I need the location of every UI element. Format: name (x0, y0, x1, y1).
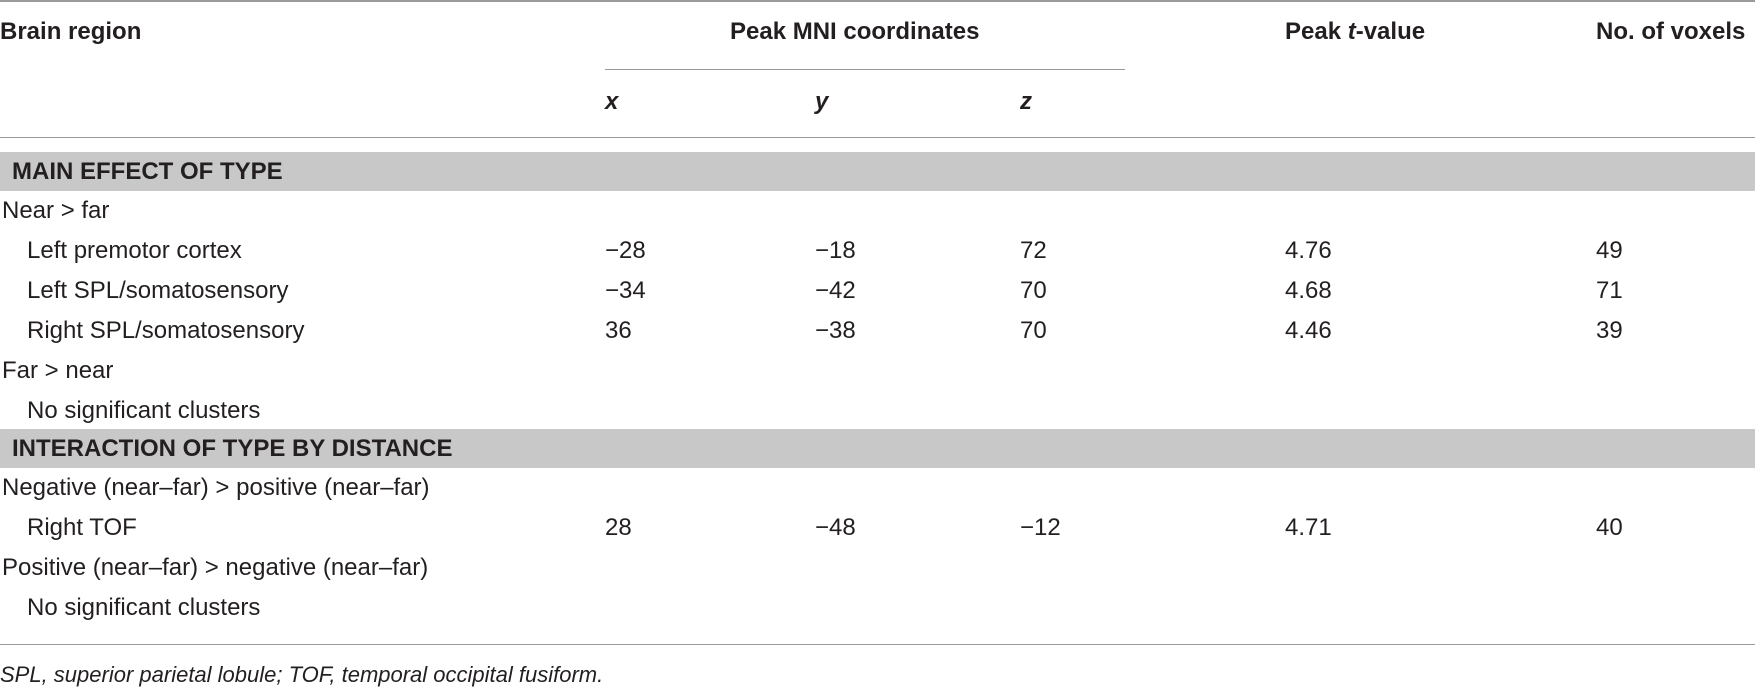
header-peak-mni: Peak MNI coordinates (730, 18, 980, 45)
cell-brain-region: Right TOF (27, 514, 137, 541)
table-row: Positive (near–far) > negative (near–far… (0, 548, 1755, 588)
table-row: No significant clusters (0, 588, 1755, 628)
table-row: Left SPL/somatosensory −34 −42 70 4.68 71 (0, 271, 1755, 311)
bottom-rule (0, 644, 1755, 645)
top-rule (0, 0, 1755, 2)
section-band: MAIN EFFECT OF TYPE (0, 152, 1755, 191)
cell-voxels: 49 (1596, 237, 1623, 264)
cell-z: 70 (1020, 317, 1047, 344)
cell-brain-region: No significant clusters (27, 594, 261, 621)
header-peak-t-prefix: Peak (1285, 18, 1348, 45)
cell-brain-region: Negative (near–far) > positive (near–far… (2, 474, 430, 501)
header-x: x (605, 88, 619, 115)
cell-brain-region: Left SPL/somatosensory (27, 277, 289, 304)
cell-voxels: 39 (1596, 317, 1623, 344)
cell-t-value: 4.46 (1285, 317, 1332, 344)
header-y: y (815, 88, 829, 115)
table-row: Right TOF 28 −48 −12 4.71 40 (0, 508, 1755, 548)
header-voxels: No. of voxels (1596, 18, 1746, 45)
cell-brain-region: Near > far (2, 197, 110, 224)
section-title: MAIN EFFECT OF TYPE (12, 158, 283, 185)
cell-brain-region: No significant clusters (27, 397, 261, 424)
table-row: Right SPL/somatosensory 36 −38 70 4.46 39 (0, 311, 1755, 351)
cell-z: 72 (1020, 237, 1047, 264)
cell-t-value: 4.71 (1285, 514, 1332, 541)
cell-y: −42 (815, 277, 856, 304)
table-footnote: SPL, superior parietal lobule; TOF, temp… (0, 662, 604, 687)
header-z: z (1020, 88, 1032, 115)
cell-t-value: 4.68 (1285, 277, 1332, 304)
cell-brain-region: Positive (near–far) > negative (near–far… (2, 554, 429, 581)
header-rule (0, 137, 1755, 138)
cell-voxels: 71 (1596, 277, 1623, 304)
cell-y: −18 (815, 237, 856, 264)
table-row: Left premotor cortex −28 −18 72 4.76 49 (0, 231, 1755, 271)
cell-z: −12 (1020, 514, 1061, 541)
table-row: No significant clusters (0, 391, 1755, 431)
mni-underline (605, 69, 1125, 70)
section-band: INTERACTION OF TYPE BY DISTANCE (0, 429, 1755, 468)
section-title: INTERACTION OF TYPE BY DISTANCE (12, 435, 453, 462)
header-peak-t-italic: t (1347, 18, 1356, 45)
cell-y: −38 (815, 317, 856, 344)
cell-x: −28 (605, 237, 646, 264)
cell-brain-region: Far > near (2, 357, 114, 384)
cell-x: 36 (605, 317, 632, 344)
cell-x: −34 (605, 277, 646, 304)
cell-brain-region: Left premotor cortex (27, 237, 242, 264)
header-brain-region: Brain region (0, 18, 142, 45)
table-row: Far > near (0, 351, 1755, 391)
table-row: Near > far (0, 191, 1755, 231)
header-peak-t-value: Peak t-value (1285, 17, 1425, 47)
cell-x: 28 (605, 514, 632, 541)
cell-voxels: 40 (1596, 514, 1623, 541)
cell-y: −48 (815, 514, 856, 541)
cell-brain-region: Right SPL/somatosensory (27, 317, 305, 344)
cell-t-value: 4.76 (1285, 237, 1332, 264)
table-row: Negative (near–far) > positive (near–far… (0, 468, 1755, 508)
header-peak-t-suffix: -value (1355, 18, 1426, 45)
cell-z: 70 (1020, 277, 1047, 304)
